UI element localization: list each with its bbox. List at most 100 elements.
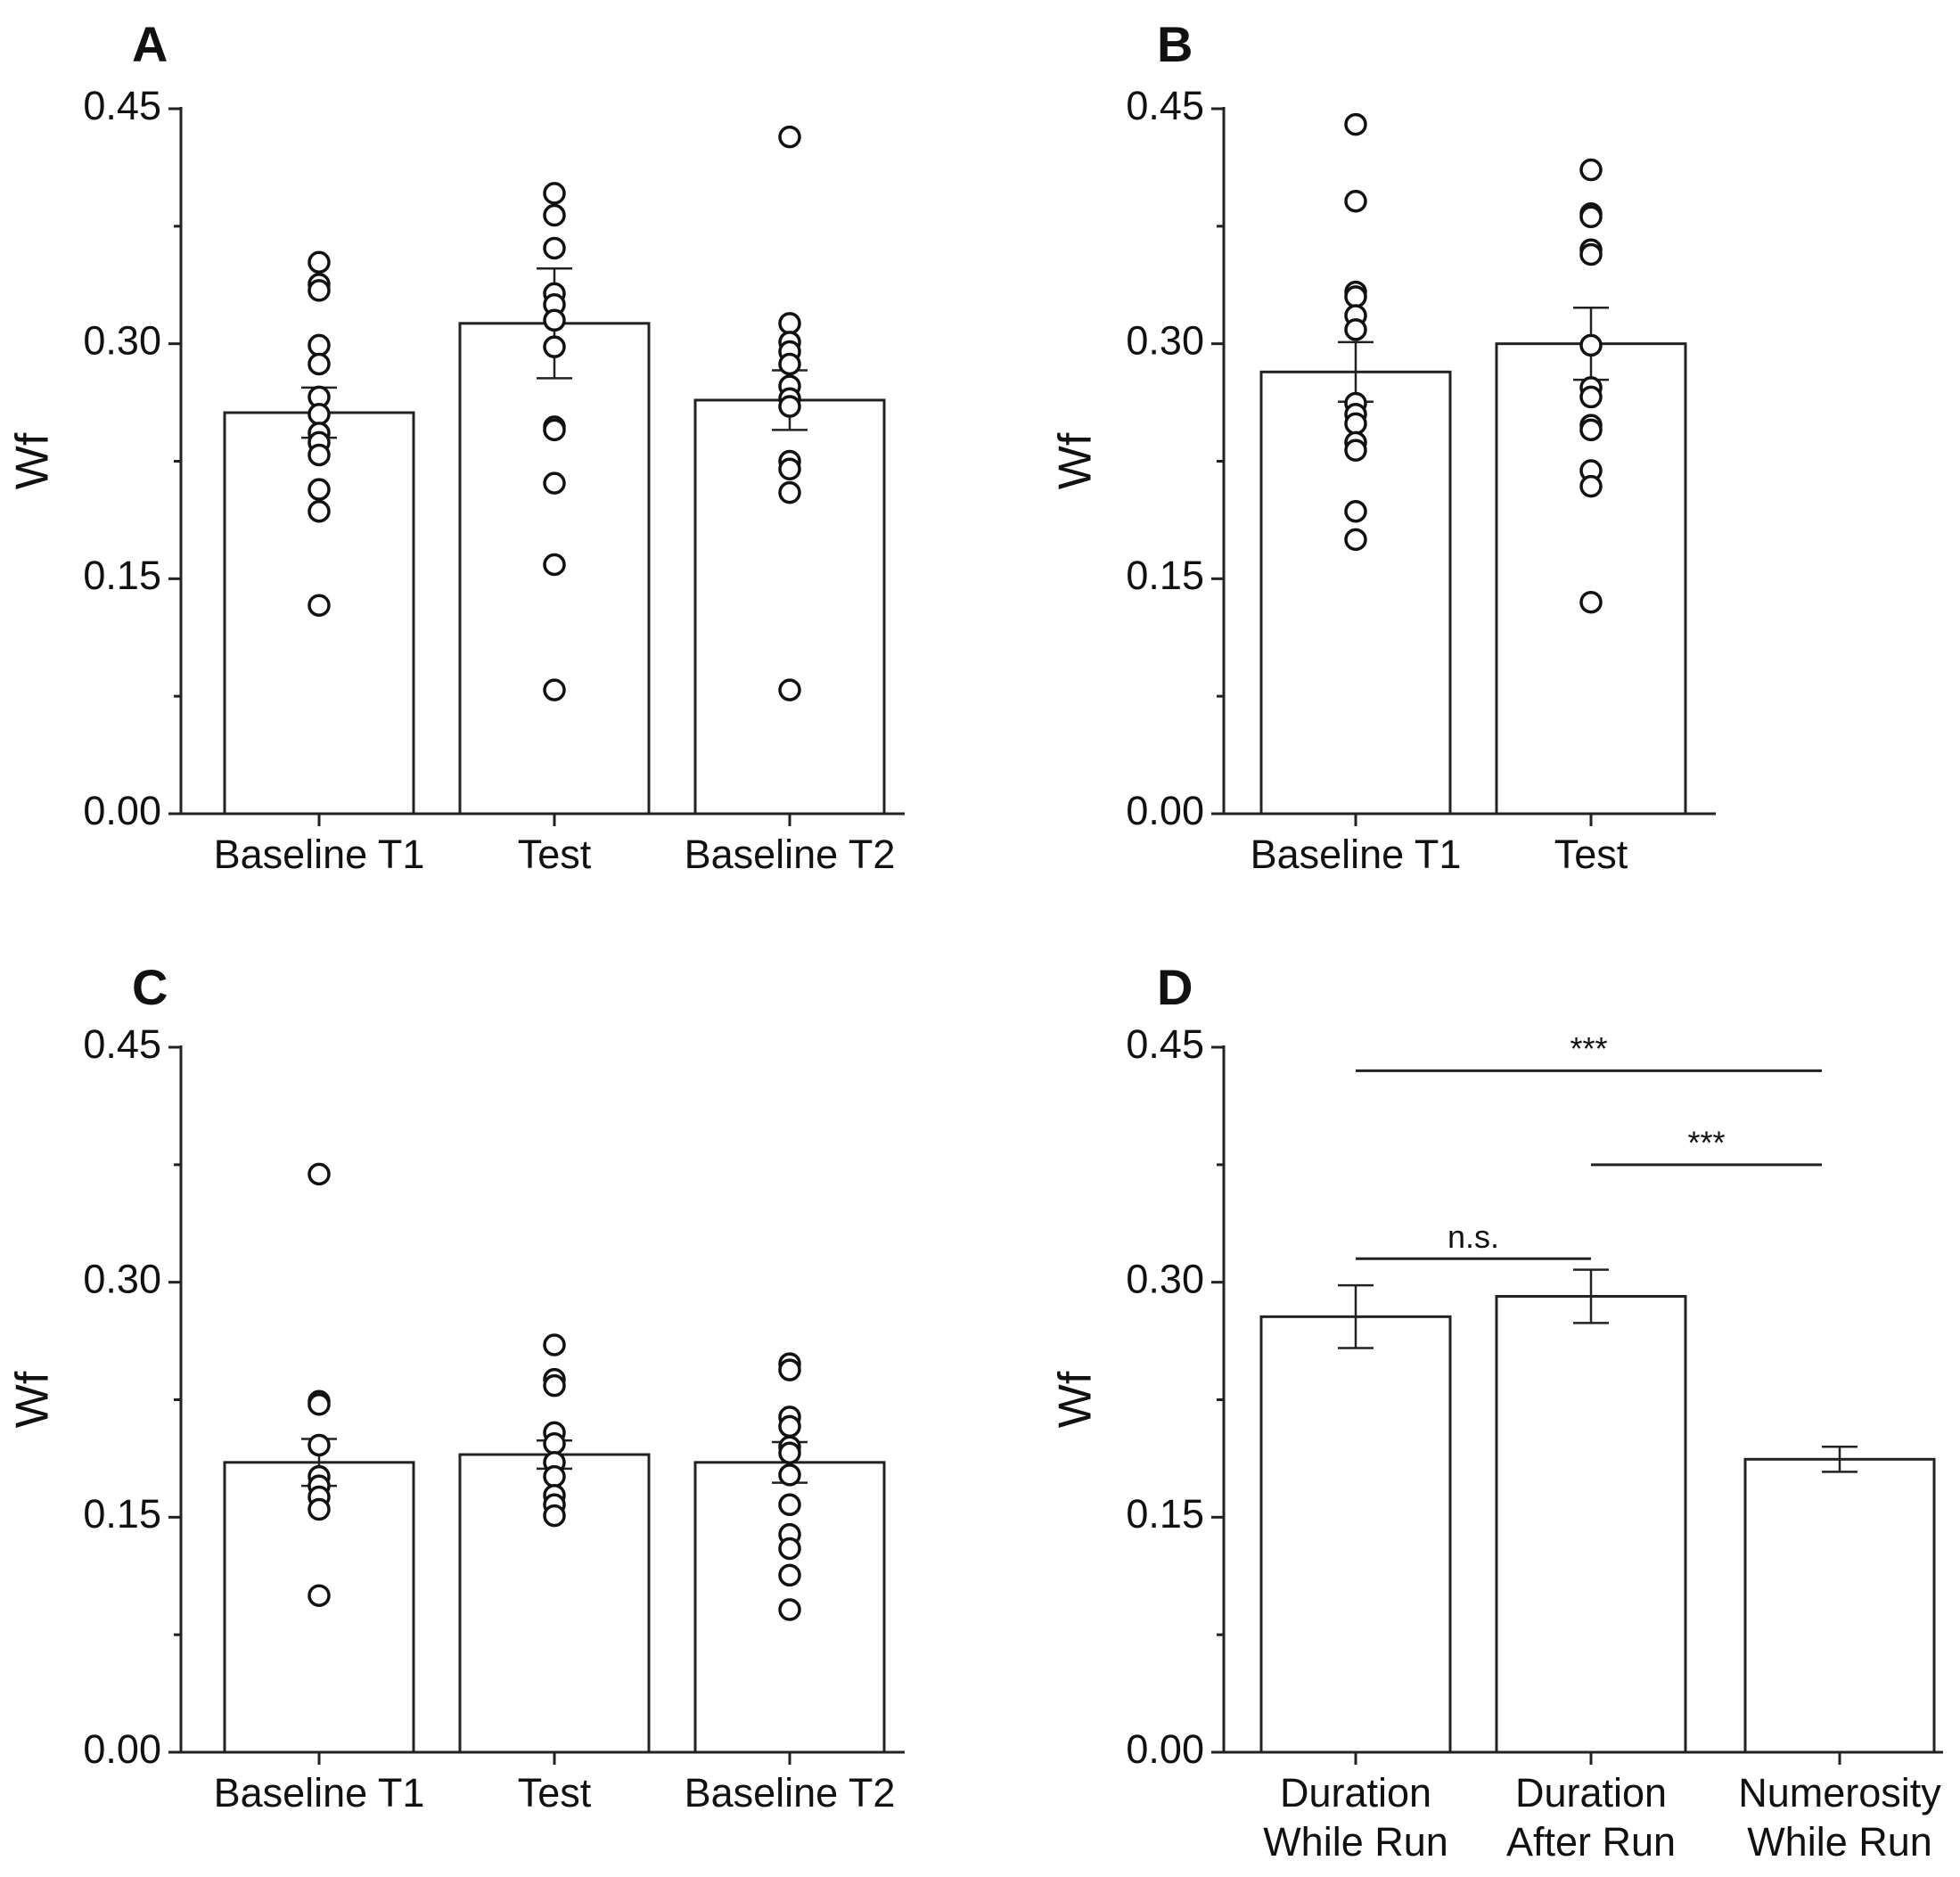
- y-tick-label: 0.15: [1126, 1491, 1204, 1537]
- y-axis-title: Wf: [7, 432, 59, 489]
- data-point: [778, 1598, 801, 1621]
- data-point: [1579, 474, 1603, 498]
- data-point: [543, 308, 566, 332]
- data-point: [778, 1441, 801, 1465]
- data-point: [1579, 418, 1603, 442]
- data-point: [778, 1414, 801, 1438]
- data-point: [778, 457, 801, 481]
- x-category-label: Duration: [1280, 1770, 1431, 1816]
- data-point: [778, 125, 801, 149]
- data-point: [543, 1373, 566, 1398]
- y-tick-label: 0.30: [83, 1257, 161, 1302]
- data-point: [308, 443, 331, 467]
- y-tick-label: 0.30: [1126, 1257, 1204, 1302]
- x-category-label: Baseline T1: [1251, 832, 1462, 877]
- data-point: [543, 1431, 566, 1455]
- significance-label: ***: [1687, 1124, 1725, 1160]
- data-point: [543, 1464, 566, 1488]
- data-point: [308, 499, 331, 523]
- data-point: [308, 1393, 331, 1416]
- data-point: [1344, 112, 1367, 136]
- data-point: [308, 478, 331, 501]
- data-point: [308, 250, 331, 275]
- data-point: [543, 335, 566, 358]
- x-category-label: After Run: [1506, 1819, 1676, 1865]
- data-point: [308, 403, 331, 426]
- y-tick-label: 0.15: [83, 1491, 161, 1537]
- data-point: [308, 594, 331, 617]
- data-point: [543, 203, 566, 227]
- data-point: [778, 480, 801, 504]
- data-point: [543, 1333, 566, 1357]
- data-point: [1344, 285, 1367, 308]
- data-point: [1579, 205, 1603, 229]
- data-point: [1344, 318, 1367, 341]
- data-point: [543, 236, 566, 260]
- data-point: [778, 1463, 801, 1487]
- bar: [1259, 1315, 1452, 1754]
- x-category-label: Test: [1554, 832, 1628, 877]
- panel-c: C Wf 0.00 0.15 0.30 0.45 Baseline T1 Test Baseli…: [7, 959, 905, 1816]
- y-tick-label: 0.30: [1126, 318, 1204, 364]
- y-tick-label: 0.45: [1126, 1021, 1204, 1067]
- data-point: [1579, 590, 1603, 614]
- data-point: [778, 678, 801, 701]
- data-point: [778, 1493, 801, 1517]
- data-point: [778, 1563, 801, 1587]
- y-tick-label: 0.00: [1126, 788, 1204, 833]
- panel-b: B Wf 0.00 0.15 0.30 0.45 Baseline T1 Test: [1050, 16, 1716, 877]
- data-point: [778, 395, 801, 418]
- y-tick-label: 0.30: [83, 318, 161, 364]
- data-point: [308, 333, 331, 357]
- x-category-label: Baseline T1: [214, 832, 425, 877]
- data-point: [1344, 528, 1367, 552]
- x-category-label: Baseline T2: [685, 832, 896, 877]
- data-point: [1579, 242, 1603, 266]
- panel-letter: C: [132, 959, 168, 1015]
- y-axis-title: Wf: [1050, 1371, 1102, 1428]
- y-tick-label: 0.00: [1126, 1726, 1204, 1772]
- x-category-label: Test: [518, 1770, 592, 1816]
- y-axis-title: Wf: [7, 1371, 59, 1428]
- data-point: [543, 471, 566, 495]
- y-tick-label: 0.45: [83, 83, 161, 128]
- bar: [1743, 1457, 1936, 1754]
- y-tick-label: 0.15: [83, 553, 161, 598]
- y-tick-label: 0.15: [1126, 553, 1204, 598]
- data-point: [308, 279, 331, 302]
- x-category-label: While Run: [1263, 1819, 1448, 1865]
- data-point: [1344, 499, 1367, 523]
- significance-label: n.s.: [1447, 1218, 1499, 1255]
- data-point: [543, 182, 566, 205]
- significance-label: ***: [1570, 1030, 1607, 1067]
- x-category-label: Duration: [1515, 1770, 1667, 1816]
- data-point: [308, 1162, 331, 1186]
- y-axis-title: Wf: [1050, 432, 1102, 489]
- x-category-label: Test: [518, 832, 592, 877]
- data-point: [308, 1497, 331, 1521]
- x-category-label: While Run: [1747, 1819, 1932, 1865]
- data-point: [543, 553, 566, 577]
- data-point: [1344, 412, 1367, 436]
- panel-letter: B: [1157, 16, 1193, 72]
- data-point: [778, 1537, 801, 1561]
- y-tick-label: 0.45: [1126, 83, 1204, 128]
- data-point: [778, 352, 801, 376]
- panel-letter: A: [132, 16, 168, 72]
- data-point: [1344, 439, 1367, 462]
- data-point: [543, 678, 566, 701]
- y-tick-label: 0.45: [83, 1021, 161, 1067]
- y-tick-label: 0.00: [83, 1726, 161, 1772]
- x-category-label: Baseline T1: [214, 1770, 425, 1816]
- data-point: [308, 1584, 331, 1607]
- data-point: [778, 312, 801, 335]
- data-point: [543, 418, 566, 442]
- data-point: [1579, 158, 1603, 182]
- bar: [1495, 1294, 1687, 1754]
- data-point: [1344, 189, 1367, 213]
- x-category-label: Numerosity: [1738, 1770, 1941, 1816]
- data-point: [543, 1504, 566, 1528]
- data-point: [1579, 333, 1603, 357]
- panel-a: A Wf 0.00 0.15 0.30 0.45 Baseline T1 Test Baseli…: [7, 16, 905, 877]
